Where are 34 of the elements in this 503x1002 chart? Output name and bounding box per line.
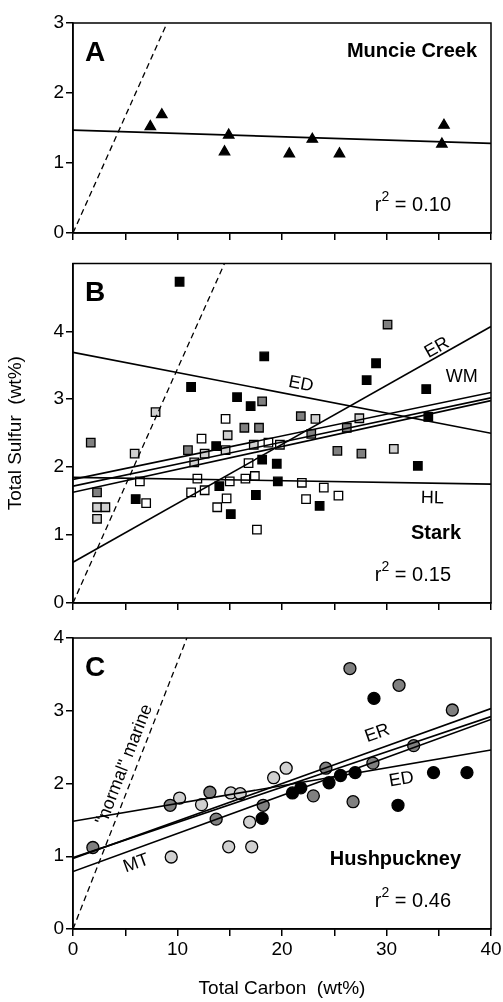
annotation: B — [85, 276, 106, 308]
y-tick-label: 2 — [53, 771, 64, 793]
y-axis-title: Total Sulfur (wt%) — [3, 356, 25, 511]
y-tick-label: 3 — [53, 387, 64, 409]
text: ER — [361, 718, 393, 747]
y-tick-label: 2 — [53, 81, 64, 103]
annotation: A — [85, 35, 106, 67]
text: ED — [287, 371, 316, 396]
series-label: WM — [445, 365, 478, 386]
x-tick-label: 20 — [271, 937, 293, 959]
x-tick-label: 10 — [166, 937, 189, 959]
y-tick-label: 4 — [53, 626, 65, 648]
annotation: C — [85, 650, 106, 682]
text: MT — [120, 848, 152, 877]
y-tick-label: 1 — [53, 151, 64, 173]
y-tick-label: 0 — [53, 221, 64, 243]
text: ER — [420, 332, 453, 362]
x-tick-label: 0 — [67, 937, 79, 959]
y-tick-label: 3 — [53, 698, 64, 720]
text: Hushpuckney — [329, 846, 462, 869]
y-tick-label: 0 — [53, 917, 64, 939]
text: ED — [387, 766, 416, 791]
series-label: HL — [420, 486, 444, 508]
y-tick-label: 4 — [53, 319, 65, 341]
y-tick-label: 0 — [53, 591, 64, 613]
text: Muncie Creek — [346, 38, 478, 61]
y-tick-label: 2 — [53, 455, 64, 477]
text: Stark — [410, 520, 462, 543]
y-tick-label: 1 — [53, 523, 64, 545]
x-axis-title: Total Carbon (wt%) — [198, 976, 366, 998]
y-tick-label: 1 — [53, 844, 64, 866]
x-tick-label: 30 — [375, 937, 398, 959]
y-tick-label: 3 — [53, 11, 64, 33]
x-tick-label: 40 — [480, 937, 502, 959]
